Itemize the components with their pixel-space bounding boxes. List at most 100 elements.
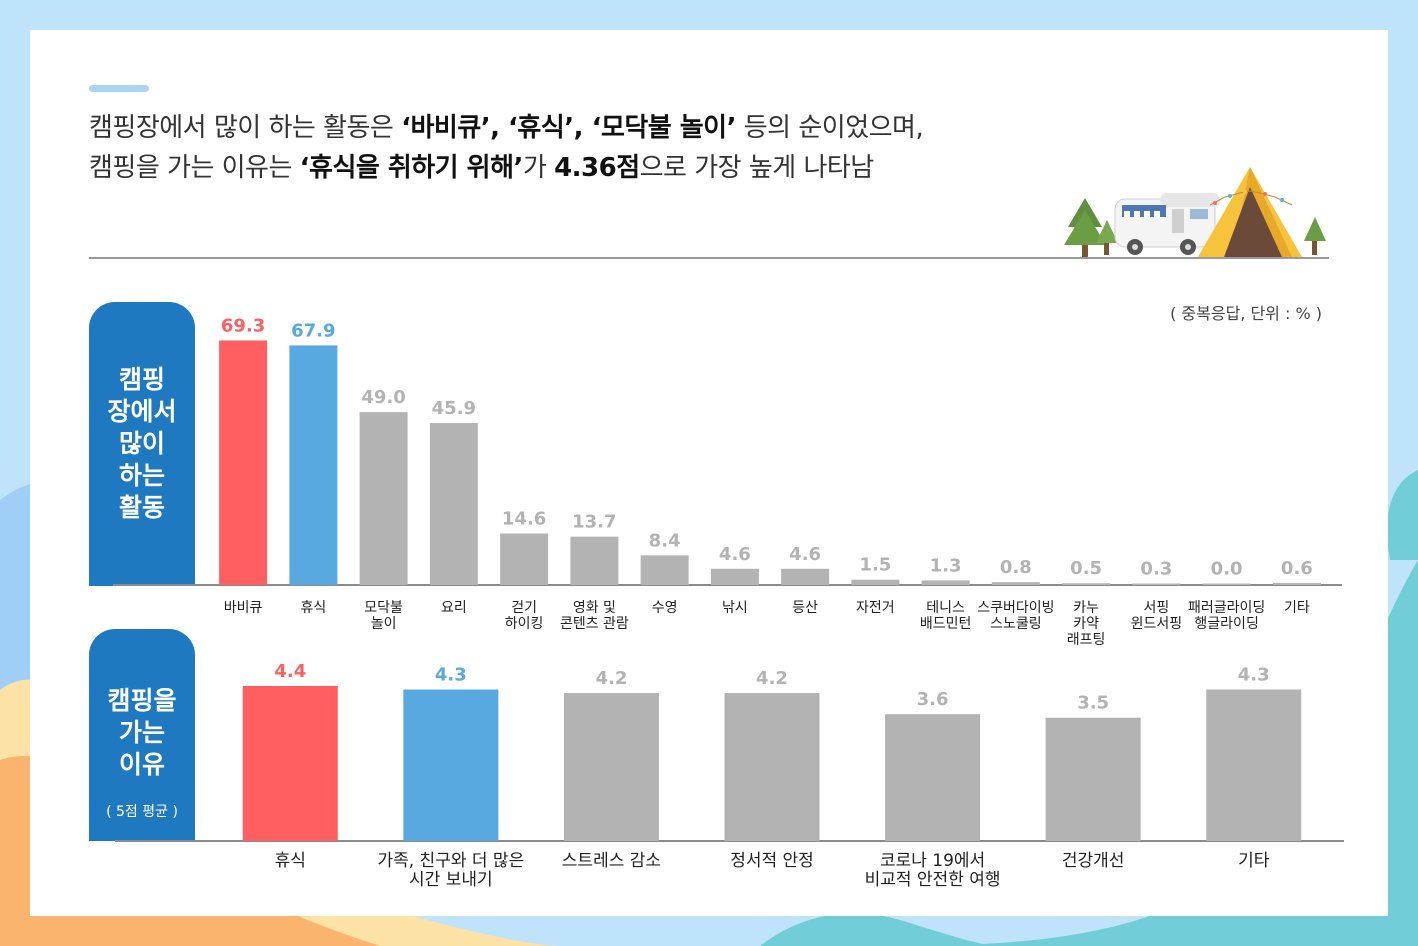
- category-label: 코로나 19에서: [880, 851, 985, 871]
- tree-icon: [1304, 217, 1326, 255]
- bar: [1202, 583, 1251, 585]
- value-label: 0.8: [1000, 557, 1032, 578]
- panel-label-line: 활동: [118, 493, 165, 522]
- bar: [1272, 582, 1321, 585]
- panel-label-line: 하는: [118, 461, 165, 490]
- bar: [1062, 583, 1111, 585]
- bar: [289, 345, 338, 585]
- value-label: 4.6: [789, 544, 821, 565]
- bar: [429, 423, 478, 585]
- value-label: 0.6: [1281, 558, 1313, 579]
- headline-text: 등의 순이었으며,: [735, 113, 924, 143]
- category-label: 휴식: [275, 851, 306, 871]
- headline-line-2: 캠핑을 가는 이유는 ‘휴식을 취하기 위해’가 4.36점으로 가장 높게 나…: [89, 148, 923, 188]
- headline: 캠핑장에서 많이 하는 활동은 ‘바비큐’, ‘휴식’, ‘모닥불 놀이’ 등의…: [89, 108, 924, 188]
- category-label: 스트레스 감소: [562, 851, 661, 871]
- bar: [1045, 717, 1141, 841]
- panel-sub-label: ( 5점 평균 ): [106, 804, 178, 820]
- panel-label-line: 캠핑: [118, 365, 165, 394]
- value-label: 4.3: [435, 665, 467, 686]
- value-label: 67.9: [291, 320, 335, 341]
- category-label: 스노쿨링: [990, 616, 1042, 632]
- panel-label-line: 캠핑을: [107, 686, 177, 715]
- value-label: 4.6: [719, 544, 751, 565]
- bar: [710, 568, 759, 585]
- tree-icon: [1064, 198, 1106, 257]
- bar: [563, 693, 659, 841]
- category-label: 비교적 안전한 여행: [865, 870, 1001, 890]
- bar: [570, 536, 619, 585]
- category-label: 건강개선: [1062, 851, 1125, 871]
- category-label: 시간 보내기: [409, 870, 493, 890]
- bar: [242, 686, 338, 841]
- value-label: 3.6: [917, 689, 949, 710]
- category-label: 기타: [1238, 851, 1270, 871]
- bar: [500, 533, 549, 585]
- bar: [991, 582, 1040, 585]
- category-label: 윈드서핑: [1131, 616, 1183, 632]
- category-label: 바비큐: [224, 600, 263, 616]
- tree-icon: [1096, 220, 1118, 255]
- tent-icon: [1198, 167, 1302, 257]
- bar: [851, 579, 900, 585]
- headline-emphasis: 4.36점: [554, 153, 640, 183]
- value-label: 0.0: [1211, 559, 1243, 580]
- headline-emphasis: ‘바비큐’, ‘휴식’, ‘모닥불 놀이’: [401, 113, 736, 143]
- value-label: 14.6: [502, 508, 546, 529]
- category-label: 카누: [1073, 600, 1099, 616]
- value-label: 1.5: [859, 555, 891, 576]
- headline-emphasis: ‘휴식을 취하기 위해’: [299, 153, 524, 183]
- value-label: 13.7: [572, 512, 616, 533]
- panel-label-line: 가는: [118, 718, 165, 747]
- bar: [781, 568, 830, 585]
- value-label: 4.2: [756, 668, 788, 689]
- headline-text: 캠핑장에서 많이 하는 활동은: [89, 113, 402, 143]
- category-label: 자전거: [856, 600, 895, 616]
- category-label: 서핑: [1143, 600, 1169, 616]
- category-label: 놀이: [371, 616, 397, 632]
- bar: [640, 555, 689, 585]
- category-label: 테니스: [926, 600, 965, 616]
- header-divider: [89, 257, 1329, 259]
- category-label: 등산: [792, 600, 818, 616]
- value-label: 8.4: [649, 530, 681, 551]
- value-label: 0.5: [1070, 558, 1102, 579]
- category-label: 영화 및: [573, 600, 616, 616]
- headline-line-1: 캠핑장에서 많이 하는 활동은 ‘바비큐’, ‘휴식’, ‘모닥불 놀이’ 등의…: [89, 108, 924, 148]
- category-label: 요리: [441, 600, 467, 616]
- bar: [219, 340, 268, 585]
- panel-label-line: 많이: [118, 429, 165, 458]
- category-label: 하이킹: [505, 616, 544, 632]
- headline-text: 가: [522, 153, 555, 183]
- value-label: 45.9: [432, 398, 476, 419]
- category-label: 낚시: [722, 600, 748, 616]
- camper-van-icon: [1114, 193, 1220, 255]
- category-label: 카약: [1073, 616, 1099, 632]
- category-label: 배드민턴: [920, 616, 972, 632]
- value-label: 4.4: [274, 661, 306, 682]
- category-label: 모닥불: [364, 600, 403, 616]
- bar: [403, 689, 499, 841]
- value-label: 49.0: [361, 387, 405, 408]
- category-label: 정서적 안정: [730, 851, 814, 871]
- unit-note: ( 중복응답, 단위 : % ): [1170, 304, 1322, 323]
- bar: [885, 714, 981, 841]
- category-label: 스쿠버다이빙: [977, 600, 1054, 616]
- category-label: 콘텐츠 관람: [560, 616, 629, 632]
- value-label: 4.3: [1238, 665, 1270, 686]
- headline-text: 으로 가장 높게 나타남: [639, 153, 875, 183]
- value-label: 4.2: [595, 668, 627, 689]
- bar: [724, 693, 820, 841]
- bar: [1132, 583, 1181, 585]
- category-label: 가족, 친구와 더 많은: [377, 851, 524, 871]
- bar: [1206, 689, 1302, 841]
- camping-illustration: [1064, 167, 1326, 257]
- value-label: 3.5: [1077, 693, 1109, 714]
- category-label: 행글라이딩: [1194, 616, 1258, 632]
- category-label: 래프팅: [1067, 632, 1106, 648]
- category-label: 걷기: [511, 600, 537, 616]
- headline-accent-bar: [89, 85, 149, 92]
